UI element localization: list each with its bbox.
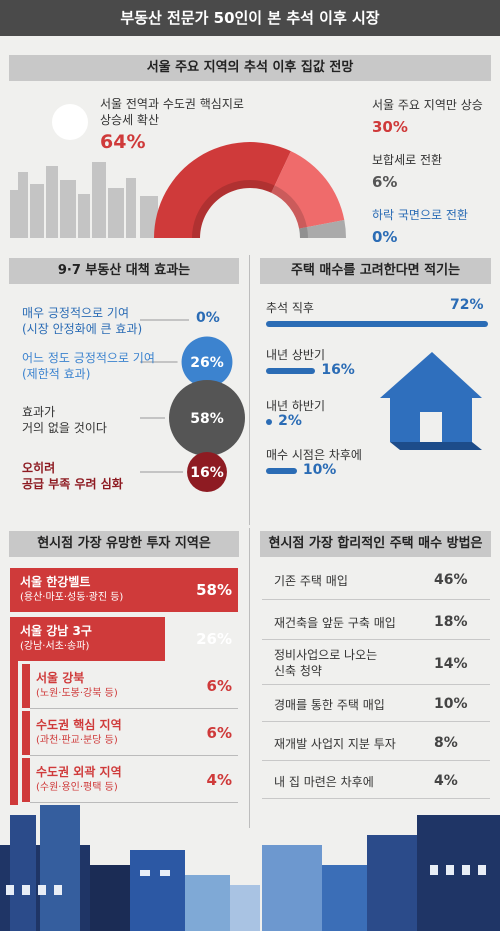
outlook-half-donut-chart [0, 142, 500, 250]
region-bar-1 [10, 568, 238, 612]
policy-bubble-2 [181, 336, 233, 388]
region-section-title: 현시점 가장 유망한 투자 지역은 [9, 531, 239, 557]
method-value-1: 46% [434, 572, 468, 588]
policy-label-1: 매우 긍정적으로 기여 (시장 안정화에 큰 효과) [22, 306, 143, 336]
outlook-value-b: 30% [372, 118, 408, 136]
timing-label-4: 매수 시점은 차후에 [266, 448, 362, 462]
timing-bar-4 [266, 468, 297, 474]
region-label-5: 수도권 외곽 지역 (수원·용인·평택 등) [36, 765, 122, 793]
house-icon [380, 352, 482, 450]
region-value-1: 58% [196, 581, 232, 599]
outlook-label-b: 서울 주요 지역만 상승 [372, 98, 483, 112]
method-label-4: 경매를 통한 주택 매입 [274, 698, 385, 712]
policy-bubble-label-4: 16% [190, 465, 224, 481]
timing-section-title: 주택 매수를 고려한다면 적기는 [260, 258, 491, 284]
region-bar-5-edge [22, 758, 30, 802]
outlook-value-d: 0% [372, 228, 398, 246]
region-left-stripe [10, 661, 18, 805]
bottom-city-illustration [0, 805, 500, 931]
outlook-label-a1: 서울 전역과 수도권 핵심지로 [100, 97, 244, 111]
donut-slice-3 [299, 220, 346, 238]
region-row-divider-5 [30, 802, 238, 803]
policy-bubble-chart: 26% 58% 16% [140, 319, 245, 492]
method-row-5 [262, 727, 490, 761]
timing-label-2: 내년 상반기 [266, 348, 326, 362]
region-bar-3-edge [22, 664, 30, 708]
policy-bubble-4 [187, 452, 227, 492]
method-value-3: 14% [434, 656, 468, 672]
method-label-6: 내 집 마련은 차후에 [274, 775, 374, 789]
policy-bubble-label-2: 26% [190, 355, 224, 371]
outlook-section-title: 서울 주요 지역의 추석 이후 집값 전망 [9, 55, 491, 81]
timing-label-1: 추석 직후 [266, 301, 314, 315]
method-label-1: 기존 주택 매입 [274, 574, 348, 588]
city-skyline-illustration [10, 162, 158, 240]
region-label-4: 수도권 핵심 지역 (과천·판교·분당 등) [36, 718, 122, 746]
timing-value-3: 2% [278, 413, 302, 429]
region-bar-2 [10, 617, 165, 661]
method-row-2 [262, 606, 490, 640]
donut-slice-2 [271, 151, 345, 229]
section-divider-2 [249, 528, 250, 828]
timing-value-4: 10% [302, 462, 337, 478]
region-label-1: 서울 한강벨트 (용산·마포·성동·광진 등) [20, 575, 124, 603]
policy-bubble-3 [169, 380, 245, 456]
method-value-4: 10% [434, 696, 468, 712]
timing-bar-2 [266, 368, 316, 374]
method-row-4 [262, 688, 490, 722]
outlook-value-a: 64% [100, 131, 146, 153]
page-title: 부동산 전문가 50인이 본 추석 이후 시장 [0, 0, 500, 36]
timing-bar-3 [266, 419, 273, 425]
policy-bubble-label-3: 58% [190, 411, 224, 427]
method-label-3: 정비사업으로 나오는 신축 청약 [274, 648, 378, 678]
donut-slice-1 [154, 142, 291, 238]
method-row-1 [262, 564, 490, 600]
region-value-5: 4% [206, 771, 232, 789]
region-value-2: 26% [196, 630, 232, 648]
policy-label-3: 효과가 거의 없을 것이다 [22, 405, 107, 435]
method-row-3 [262, 645, 490, 685]
region-row-divider-4 [30, 755, 238, 756]
policy-value-1: 0% [196, 310, 220, 326]
section-divider [249, 255, 250, 525]
method-value-6: 4% [434, 773, 458, 789]
region-bar-4-edge [22, 711, 30, 755]
policy-label-2: 어느 정도 긍정적으로 기여 (제한적 효과) [22, 351, 155, 381]
policy-section-title: 9·7 부동산 대책 효과는 [9, 258, 239, 284]
region-label-3: 서울 강북 (노원·도봉·강북 등) [36, 671, 118, 699]
method-label-5: 재개발 사업지 지분 투자 [274, 737, 396, 751]
method-value-5: 8% [434, 735, 458, 751]
timing-value-2: 16% [321, 362, 355, 378]
outlook-value-c: 6% [372, 173, 398, 191]
timing-bar-1 [266, 321, 488, 327]
region-label-2: 서울 강남 3구 (강남·서초·송파) [20, 624, 92, 652]
policy-label-4: 오히려 공급 부족 우려 심화 [22, 461, 123, 491]
method-label-2: 재건축을 앞둔 구축 매입 [274, 616, 396, 630]
region-value-4: 6% [206, 724, 232, 742]
outlook-label-c: 보합세로 전환 [372, 153, 443, 167]
outlook-label-a2: 상승세 확산 [100, 113, 160, 127]
outlook-label-d: 하락 국면으로 전환 [372, 208, 468, 222]
region-row-divider-3 [30, 708, 238, 709]
region-value-3: 6% [206, 677, 232, 695]
method-row-6 [262, 765, 490, 799]
method-value-2: 18% [434, 614, 468, 630]
timing-value-1: 72% [450, 297, 484, 313]
donut-inner-ring [192, 180, 308, 238]
timing-label-3: 내년 하반기 [266, 399, 326, 413]
method-section-title: 현시점 가장 합리적인 주택 매수 방법은 [260, 531, 491, 557]
sun-icon [52, 104, 88, 140]
